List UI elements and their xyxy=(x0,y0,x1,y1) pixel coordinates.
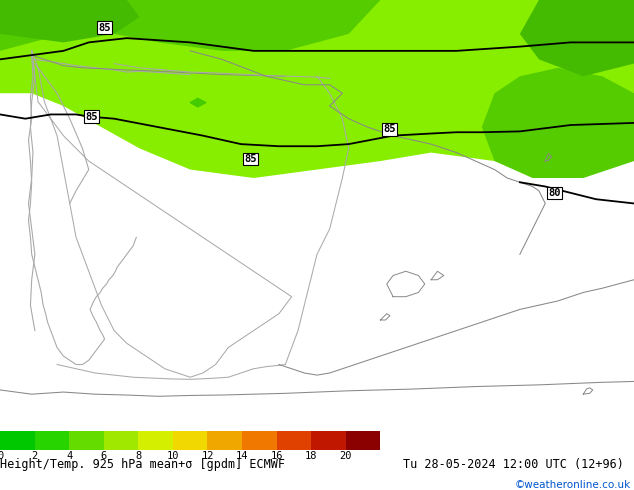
Polygon shape xyxy=(520,0,634,76)
Text: 4: 4 xyxy=(66,451,72,462)
Bar xyxy=(311,431,346,450)
Bar xyxy=(173,431,207,450)
Polygon shape xyxy=(0,0,139,43)
Text: 85: 85 xyxy=(98,23,111,32)
Text: 2: 2 xyxy=(32,451,37,462)
Text: 80: 80 xyxy=(548,188,561,198)
Text: 12: 12 xyxy=(201,451,214,462)
Bar xyxy=(0,431,35,450)
Bar xyxy=(69,431,104,450)
Bar xyxy=(242,431,276,450)
Bar xyxy=(138,431,173,450)
Text: ©weatheronline.co.uk: ©weatheronline.co.uk xyxy=(515,480,631,490)
Bar xyxy=(346,431,380,450)
Text: 20: 20 xyxy=(340,451,352,462)
Text: 85: 85 xyxy=(384,124,396,134)
Text: Tu 28-05-2024 12:00 UTC (12+96): Tu 28-05-2024 12:00 UTC (12+96) xyxy=(403,458,623,471)
Text: 10: 10 xyxy=(167,451,179,462)
Bar xyxy=(207,431,242,450)
Text: 14: 14 xyxy=(236,451,249,462)
Polygon shape xyxy=(190,98,206,107)
Bar xyxy=(35,431,69,450)
Text: 85: 85 xyxy=(244,154,257,164)
Text: 16: 16 xyxy=(271,451,283,462)
Polygon shape xyxy=(0,0,380,51)
Polygon shape xyxy=(482,68,634,178)
Text: 6: 6 xyxy=(101,451,107,462)
Bar xyxy=(276,431,311,450)
Text: 8: 8 xyxy=(135,451,141,462)
Text: 85: 85 xyxy=(86,112,98,122)
Text: Height/Temp. 925 hPa mean+σ [gpdm] ECMWF: Height/Temp. 925 hPa mean+σ [gpdm] ECMWF xyxy=(0,458,285,471)
Text: 0: 0 xyxy=(0,451,3,462)
Polygon shape xyxy=(0,0,634,178)
Text: 18: 18 xyxy=(305,451,318,462)
Bar xyxy=(104,431,138,450)
